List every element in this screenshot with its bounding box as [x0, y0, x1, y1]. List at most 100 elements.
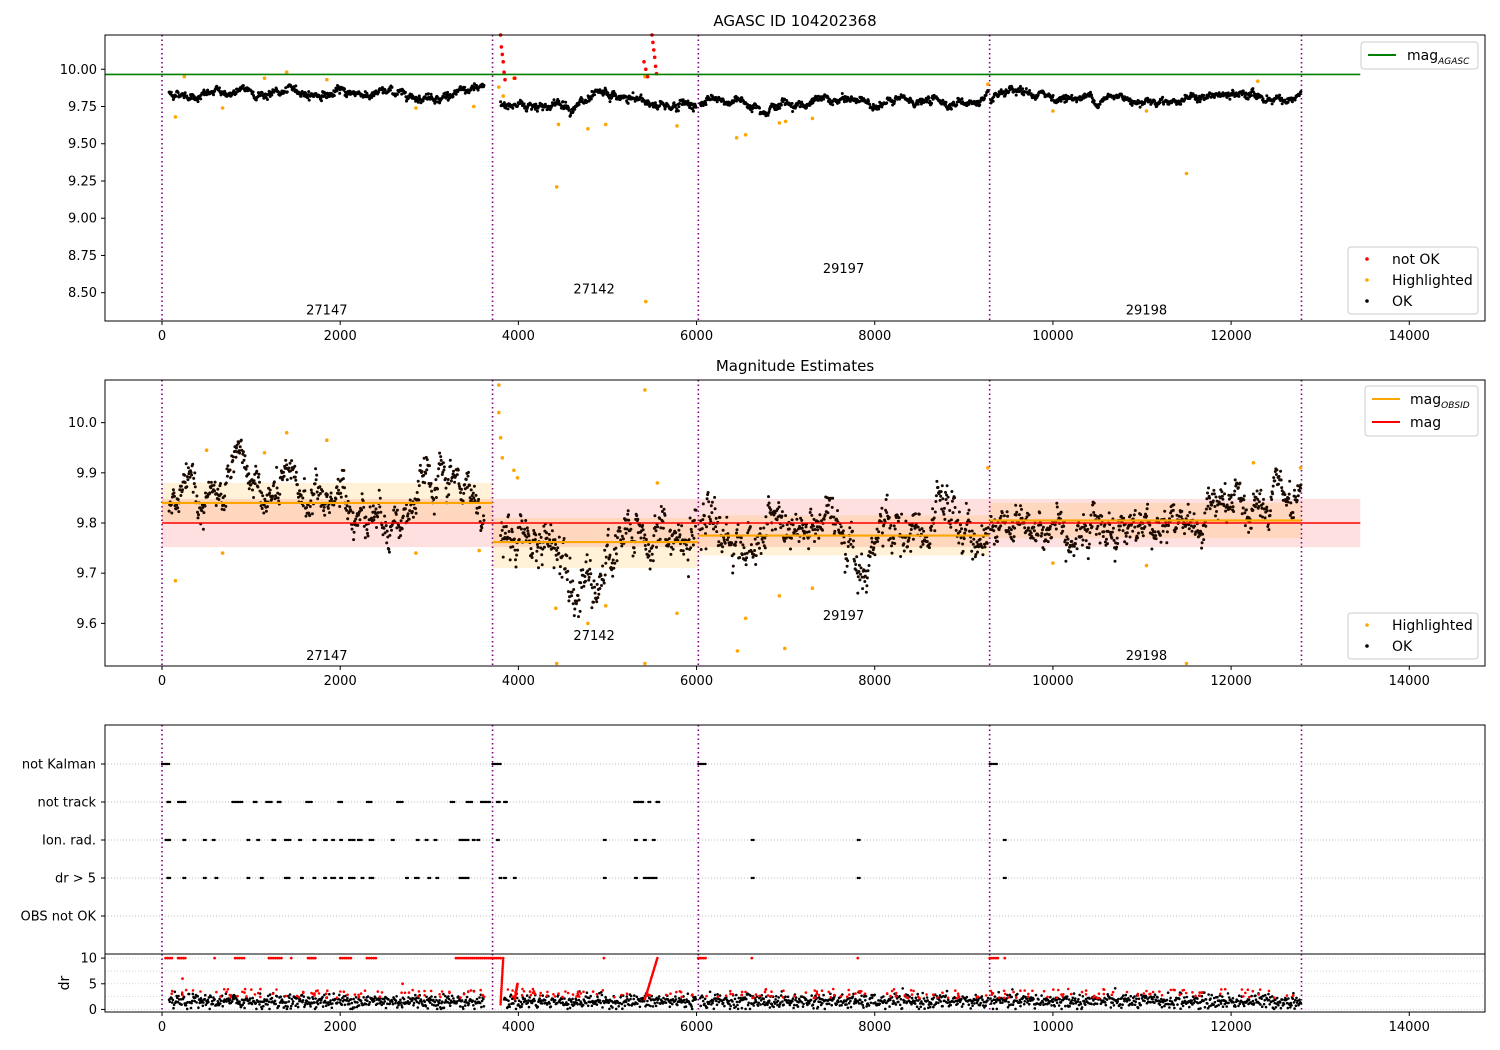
flag-point: [1002, 876, 1006, 880]
ok-point: [1015, 510, 1019, 514]
ok-point: [421, 99, 425, 103]
ok-point: [981, 553, 985, 557]
ok-point: [758, 106, 761, 110]
ok-point: [867, 99, 870, 103]
ok-point: [840, 541, 844, 545]
ok-point: [661, 526, 665, 530]
ok-point: [1208, 507, 1212, 511]
ok-point: [1021, 87, 1025, 91]
ok-point: [699, 548, 703, 551]
ok-point: [434, 478, 438, 482]
ok-point: [1241, 506, 1245, 510]
flag-point: [202, 876, 206, 880]
flag-point: [1004, 876, 1007, 880]
ok-point: [1299, 90, 1303, 94]
ok-point: [1187, 523, 1191, 527]
ok-point: [678, 102, 681, 105]
ok-point: [251, 488, 254, 492]
ok-point: [906, 545, 909, 549]
ok-point: [892, 102, 896, 105]
ok-point: [1002, 514, 1006, 518]
ok-point: [687, 575, 690, 579]
ok-point: [933, 510, 937, 514]
ok-point: [411, 515, 415, 519]
ok-point: [797, 540, 801, 543]
ok-point: [1294, 495, 1298, 499]
ok-point: [268, 488, 272, 492]
ok-point: [192, 476, 196, 480]
ok-point: [571, 602, 575, 606]
ok-point: [705, 497, 709, 501]
ok-point: [416, 100, 420, 104]
ok-point: [195, 494, 199, 498]
ok-point: [1145, 507, 1149, 511]
dr-ok-point: [316, 1002, 320, 1006]
ok-point: [978, 537, 982, 541]
ok-point: [511, 545, 515, 549]
ok-point: [178, 488, 182, 492]
ok-point: [609, 93, 613, 97]
ok-point: [376, 511, 380, 515]
dr-ok-point: [340, 1003, 344, 1007]
ok-point: [769, 508, 773, 512]
flag-point: [340, 876, 344, 880]
ok-point: [405, 519, 409, 523]
dr-ok-point: [242, 1001, 246, 1004]
ok-point: [847, 540, 851, 544]
flag-point: [467, 876, 470, 880]
ok-point: [1111, 526, 1115, 530]
flag-point: [700, 762, 704, 766]
ok-point: [249, 483, 253, 487]
ok-point: [1200, 546, 1204, 550]
ok-point: [582, 584, 586, 588]
flag-point: [471, 838, 475, 842]
ok-point: [939, 490, 943, 494]
ok-point: [271, 484, 275, 488]
plot-area: [161, 380, 1361, 666]
ok-point: [198, 506, 202, 510]
ok-point: [946, 501, 950, 505]
ok-point: [685, 547, 689, 551]
ok-point: [459, 491, 462, 495]
ok-point: [241, 84, 245, 88]
ok-point: [750, 110, 754, 114]
ok-point: [235, 446, 238, 450]
ok-point: [294, 478, 298, 482]
ok-point: [1100, 514, 1104, 518]
ok-point: [244, 467, 248, 471]
ok-point: [643, 533, 647, 537]
ok-point: [1165, 530, 1169, 534]
ok-point: [856, 575, 860, 579]
ok-point: [1092, 511, 1096, 514]
ok-point: [522, 531, 526, 535]
ok-point: [1202, 538, 1206, 542]
ok-point: [513, 548, 517, 552]
ok-point: [287, 466, 291, 470]
ok-point: [884, 498, 888, 501]
not-ok-point: [651, 40, 655, 45]
ok-point: [1255, 489, 1259, 493]
ok-point: [315, 490, 319, 494]
ok-point: [438, 451, 442, 455]
ok-point: [676, 523, 680, 527]
ok-point: [531, 551, 535, 555]
ok-point: [319, 504, 323, 508]
ok-point: [832, 515, 836, 519]
ok-point: [577, 598, 581, 602]
dr-ok-point: [196, 995, 200, 998]
ok-point: [1089, 513, 1093, 517]
flag-point: [274, 838, 277, 842]
flag-point: [237, 800, 241, 804]
ok-point: [266, 98, 269, 101]
ok-point: [1102, 530, 1106, 534]
ok-point: [208, 491, 212, 495]
ok-point: [453, 480, 457, 484]
ok-point: [196, 516, 200, 520]
ok-point: [934, 500, 938, 503]
flag-point: [356, 838, 360, 842]
ok-point: [393, 505, 397, 509]
flag-row-label: not Kalman: [22, 758, 96, 773]
ok-point: [925, 100, 929, 104]
ok-point: [1204, 507, 1208, 511]
ok-point: [176, 498, 180, 501]
